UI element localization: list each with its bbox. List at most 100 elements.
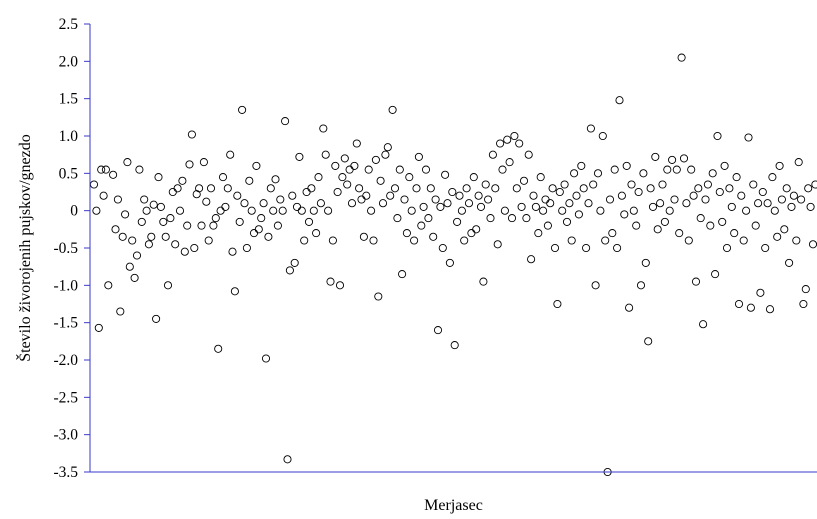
data-point [696, 214, 705, 223]
data-point [185, 160, 194, 169]
y-tick-label: 1.0 [59, 128, 79, 145]
data-point [249, 229, 259, 238]
data-point [751, 221, 760, 230]
y-tick-label: -3.5 [53, 464, 78, 481]
data-point [352, 139, 361, 148]
data-point [780, 225, 789, 234]
data-point [278, 206, 287, 215]
data-point [574, 210, 583, 219]
data-point [242, 243, 251, 253]
data-point [414, 152, 423, 161]
data-point [546, 199, 555, 208]
data-point [519, 176, 529, 185]
data-point [252, 161, 261, 170]
data-point [357, 195, 366, 204]
data-point [144, 240, 153, 249]
data-point [111, 225, 120, 234]
data-point [173, 184, 182, 193]
data-point [558, 206, 567, 215]
data-point [295, 152, 304, 161]
data-point [797, 195, 806, 204]
data-point [218, 173, 228, 182]
data-point [734, 299, 744, 309]
data-point [443, 199, 452, 208]
data-point [744, 133, 753, 142]
data-point [656, 199, 665, 208]
data-point [785, 258, 794, 267]
data-point [388, 105, 397, 114]
data-point [156, 202, 165, 211]
data-point [238, 105, 247, 114]
data-point [371, 155, 380, 164]
data-point [677, 53, 686, 62]
data-point [579, 184, 588, 193]
data-point [247, 206, 256, 215]
data-point [264, 232, 273, 241]
data-point [699, 320, 708, 329]
data-point [625, 303, 634, 312]
data-point [228, 247, 237, 256]
data-point [811, 180, 817, 189]
data-point [116, 307, 125, 316]
y-tick-label: -0.5 [53, 240, 78, 257]
y-tick-label: 2.0 [59, 53, 79, 70]
data-point [149, 200, 158, 209]
data-point [436, 202, 445, 211]
data-point [694, 184, 703, 193]
data-point [335, 281, 345, 290]
data-point [737, 191, 746, 200]
data-point [541, 195, 550, 204]
data-point [629, 206, 638, 215]
data-point [732, 173, 741, 182]
y-tick-label: -1.0 [53, 277, 78, 294]
data-point [312, 229, 321, 238]
data-point [675, 229, 684, 238]
y-tick-label: 0 [70, 203, 78, 220]
data-point [632, 221, 641, 230]
data-point [481, 180, 490, 189]
data-point [314, 173, 323, 182]
data-point [393, 214, 402, 223]
data-point [412, 184, 421, 193]
data-point [777, 195, 786, 204]
data-point [474, 191, 483, 200]
data-point [553, 299, 562, 309]
data-point [773, 232, 782, 241]
data-point [498, 165, 507, 174]
y-tick-label: 0.5 [59, 165, 79, 182]
data-point [782, 184, 791, 193]
data-point [708, 169, 717, 178]
data-point [617, 191, 626, 200]
data-point [572, 191, 581, 200]
data-point [670, 195, 679, 204]
data-point [476, 202, 486, 211]
data-point [338, 173, 347, 182]
data-point [467, 229, 476, 238]
data-point [639, 169, 648, 178]
data-point [369, 236, 378, 245]
data-point [333, 187, 342, 197]
data-point [725, 184, 734, 193]
data-point [746, 303, 755, 312]
data-point [589, 180, 598, 189]
data-point [230, 287, 239, 296]
data-point [125, 262, 134, 271]
x-axis-label: Merjasec [424, 497, 483, 514]
data-point [309, 206, 318, 215]
data-point [223, 184, 232, 193]
data-point [269, 206, 278, 215]
data-point [383, 143, 392, 152]
data-point [536, 173, 545, 182]
data-point [433, 326, 443, 335]
data-point [794, 158, 803, 167]
data-point [128, 236, 137, 245]
data-point [142, 206, 151, 215]
data-point [496, 139, 505, 148]
data-point [343, 180, 352, 189]
data-point [543, 221, 552, 230]
data-point [804, 184, 813, 193]
data-point [283, 455, 292, 464]
data-point [410, 236, 419, 245]
data-point [591, 281, 600, 290]
